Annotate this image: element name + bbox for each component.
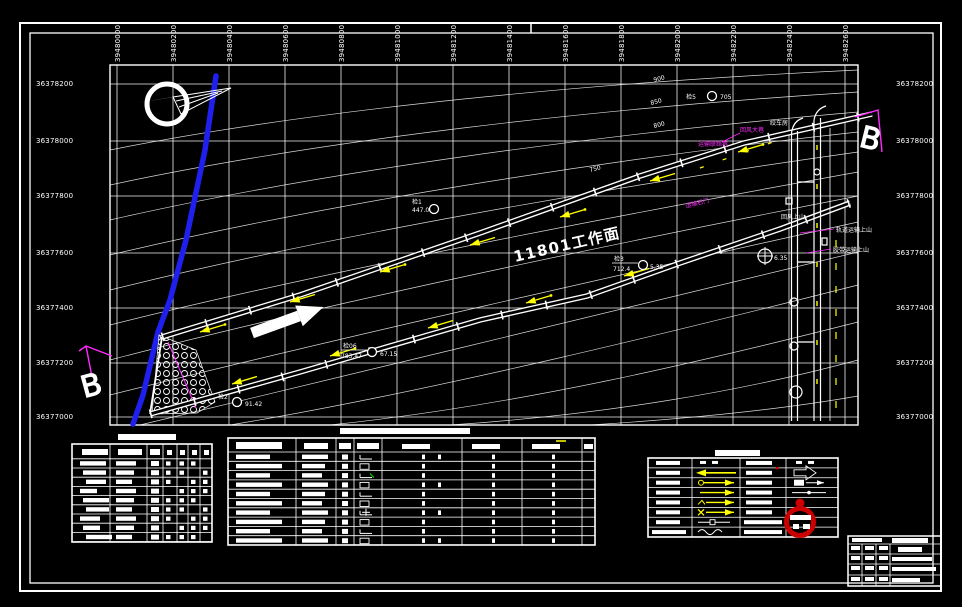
northing-label: 36378000 — [36, 137, 73, 145]
borehole: 检1 447.0 — [412, 198, 440, 215]
north-arrow-icon — [136, 81, 232, 127]
section-letter: B — [856, 120, 884, 159]
roadway-label: 运输石门 — [685, 196, 710, 210]
borehole-value: 6.35 — [774, 255, 788, 262]
northing-labels-left: 36378200 36378000 36377800 36377600 3637… — [36, 80, 73, 421]
easting-label: 39481400 — [506, 25, 514, 62]
table-left-title — [118, 434, 176, 440]
northing-label: 36377800 — [36, 192, 73, 200]
northing-label: 36377200 — [896, 359, 933, 367]
borehole-name: 检5 — [686, 93, 696, 101]
borehole-value: 705 — [720, 94, 732, 101]
title-block — [847, 535, 942, 587]
contour-label: 900 — [653, 74, 666, 84]
northing-label: 36377400 — [36, 304, 73, 312]
borehole: 检2 91.42 — [218, 393, 262, 408]
easting-label: 39481000 — [394, 25, 402, 62]
goaf-hatch-area — [149, 334, 216, 415]
easting-label: 39481200 — [450, 25, 458, 62]
gateroad-upper — [160, 109, 873, 342]
fault-line — [130, 73, 219, 427]
northing-label: 36377000 — [896, 413, 933, 421]
mine-logo-icon — [784, 498, 816, 538]
easting-label: 39482200 — [730, 25, 738, 62]
northing-label: 36377600 — [896, 249, 933, 257]
gateroad-lower — [148, 198, 852, 419]
northing-label: 36377600 — [36, 249, 73, 257]
contour-label: 850 — [650, 97, 663, 107]
contour-elevation-labels: 900 850 800 750 — [589, 74, 666, 174]
easting-label: 39480200 — [170, 25, 178, 62]
borehole: 检06 783.47 67.15 — [341, 342, 397, 360]
easting-label: 39482000 — [674, 25, 682, 62]
borehole-table-middle — [227, 437, 596, 546]
shaft-complex — [699, 105, 837, 421]
map-frame — [109, 64, 859, 426]
roadway-label: 轨道运输上山 — [836, 226, 872, 234]
northing-label: 36377400 — [896, 304, 933, 312]
easting-label: 39481600 — [562, 25, 570, 62]
borehole-value2: 67.15 — [380, 351, 397, 358]
northing-label: 36377800 — [896, 192, 933, 200]
borehole-name: 检1 — [412, 198, 422, 206]
borehole-markers: 检5 705 检1 447.0 检3 712.4 5.35 检06 783.47… — [218, 90, 788, 408]
borehole-crosshair: 6.35 — [757, 247, 788, 265]
roadway-label: 回风上山 — [781, 213, 805, 221]
northing-label: 36377200 — [36, 359, 73, 367]
borehole-value2: 5.35 — [650, 264, 664, 271]
northing-label: 36378200 — [896, 80, 933, 88]
northing-label: 36378000 — [896, 137, 933, 145]
easting-label: 39480400 — [226, 25, 234, 62]
borehole: 检5 705 — [686, 90, 732, 102]
borehole: 检3 712.4 5.35 — [612, 255, 664, 273]
easting-label: 39482600 — [842, 25, 850, 62]
advance-direction-arrow-icon — [250, 305, 324, 339]
borehole-name: 检2 — [218, 393, 228, 401]
roadway-label: 回风大巷 — [740, 126, 764, 134]
northing-label: 36377000 — [36, 413, 73, 421]
table-right-title — [715, 450, 760, 456]
section-marker-b-bottom: B — [76, 345, 113, 406]
borehole-name: 检06 — [343, 342, 357, 350]
roadway-label: 绞车房 — [770, 119, 788, 127]
borehole-value: 447.0 — [412, 207, 429, 214]
roadway-label: 运输联络巷 — [698, 140, 728, 148]
contour-label: 800 — [653, 120, 666, 130]
borehole-value: 91.42 — [245, 401, 262, 408]
working-face-label: 11801工作面 — [512, 224, 622, 266]
easting-label: 39482400 — [786, 25, 794, 62]
easting-label: 39480000 — [114, 25, 122, 62]
legend-table-right — [647, 457, 839, 538]
northing-label: 36378200 — [36, 80, 73, 88]
easting-label: 39480800 — [338, 25, 346, 62]
table-middle-title — [340, 428, 470, 434]
coordinate-grid — [110, 65, 858, 425]
borehole-name: 检3 — [614, 255, 624, 263]
easting-labels-top: 39480000 39480200 39480400 39480600 3948… — [114, 25, 850, 62]
roadway-label: 胶带运输上山 — [833, 246, 869, 254]
borehole-value: 712.4 — [613, 266, 630, 273]
easting-label: 39481800 — [618, 25, 626, 62]
contour-lines — [109, 69, 859, 426]
section-letter: B — [77, 367, 106, 406]
easting-label: 39480600 — [282, 25, 290, 62]
borehole-value: 783.47 — [341, 353, 362, 360]
contour-label: 750 — [589, 164, 602, 174]
sheet-border — [19, 22, 942, 592]
northing-labels-right: 36378200 36378000 36377800 36377600 3637… — [896, 80, 933, 421]
legend-table-left — [71, 443, 213, 543]
